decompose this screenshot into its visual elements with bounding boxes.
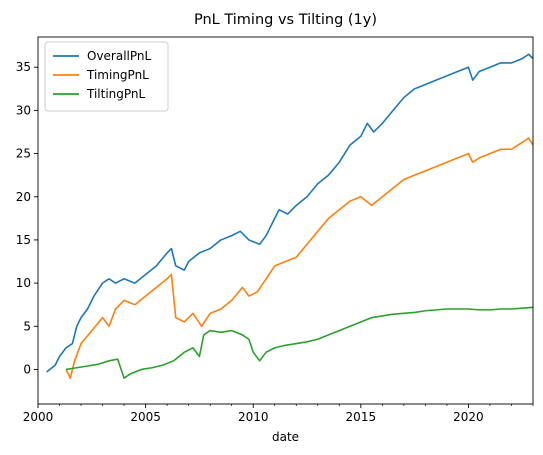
y-tick-label: 10 <box>16 276 31 290</box>
y-tick-label: 15 <box>16 233 31 247</box>
legend-label-timingpnl: TimingPnL <box>86 68 149 82</box>
y-tick-label: 5 <box>23 319 31 333</box>
legend: OverallPnL TimingPnL TiltingPnL <box>44 41 169 112</box>
legend-label-tiltingpnl: TiltingPnL <box>86 87 146 101</box>
y-tick-label: 0 <box>23 362 31 376</box>
x-tick-label: 2000 <box>23 410 54 424</box>
y-tick-label: 30 <box>16 103 31 117</box>
y-tick-label: 25 <box>16 147 31 161</box>
x-tick-label: 2010 <box>238 410 269 424</box>
x-axis-label: date <box>272 430 299 444</box>
legend-label-overallpnl: OverallPnL <box>87 49 152 63</box>
y-tick-label: 20 <box>16 190 31 204</box>
x-tick-label: 2005 <box>130 410 161 424</box>
chart-title: PnL Timing vs Tilting (1y) <box>194 12 377 28</box>
axes-layer: 0 5 10 15 20 25 30 35 2000 2005 2010 2015 2020 <box>16 36 534 424</box>
series-line-timingpnl <box>65 137 534 379</box>
y-tick-label: 35 <box>16 60 31 74</box>
series-layer <box>46 53 534 379</box>
series-line-overallpnl <box>46 53 534 373</box>
x-tick-label: 2015 <box>346 410 377 424</box>
x-tick-label: 2020 <box>453 410 484 424</box>
series-line-tiltingpnl <box>65 306 534 379</box>
plot-frame <box>37 36 534 405</box>
